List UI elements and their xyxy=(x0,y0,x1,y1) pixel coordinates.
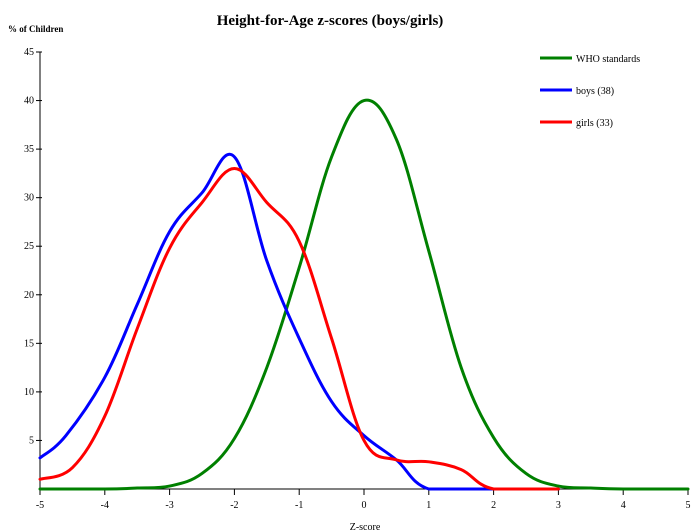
y-tick-label: 25 xyxy=(24,241,34,252)
x-tick-label: -5 xyxy=(36,500,44,511)
chart-title: Height-for-Age z-scores (boys/girls) xyxy=(217,13,444,29)
x-tick-label: 3 xyxy=(556,500,561,511)
y-tick-label: 15 xyxy=(24,338,34,349)
x-tick-label: 2 xyxy=(491,500,496,511)
y-ticks: 5 10 15 20 25 30 35 40 45 xyxy=(24,47,42,446)
legend: WHO standards boys (38) girls (33) xyxy=(540,54,640,129)
x-tick-label: -4 xyxy=(101,500,109,511)
series-line-who-standards xyxy=(38,98,690,491)
x-tick-label: -2 xyxy=(230,500,238,511)
series-lines xyxy=(38,98,690,491)
legend-label: WHO standards xyxy=(576,54,640,65)
y-tick-label: 40 xyxy=(24,96,34,107)
x-ticks: -5 -4 -3 -2 -1 0 1 2 3 4 5 xyxy=(36,489,691,511)
x-axis-label: Z-score xyxy=(350,522,381,532)
series-line-girls-33 xyxy=(38,167,560,491)
y-tick-label: 20 xyxy=(24,290,34,301)
y-tick-label: 35 xyxy=(24,144,34,155)
legend-label: girls (33) xyxy=(576,118,613,129)
x-tick-label: 1 xyxy=(426,500,431,511)
legend-label: boys (38) xyxy=(576,86,614,97)
x-tick-label: -3 xyxy=(165,500,173,511)
x-tick-label: 5 xyxy=(686,500,691,511)
x-tick-label: -1 xyxy=(295,500,303,511)
y-tick-label: 5 xyxy=(29,435,34,446)
y-axis-label: % of Children xyxy=(8,24,63,34)
series-line-boys-38 xyxy=(38,152,560,491)
y-tick-label: 30 xyxy=(24,193,34,204)
y-tick-label: 10 xyxy=(24,387,34,398)
x-tick-label: 4 xyxy=(621,500,626,511)
y-tick-label: 45 xyxy=(24,47,34,58)
x-tick-label: 0 xyxy=(362,500,367,511)
